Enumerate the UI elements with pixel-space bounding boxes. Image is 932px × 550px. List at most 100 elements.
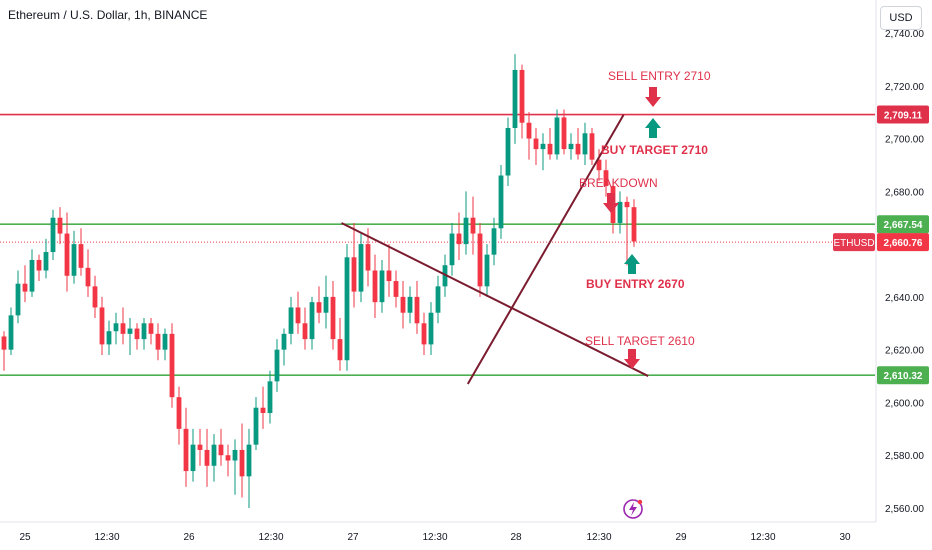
candle-body xyxy=(120,323,126,334)
candle-body xyxy=(169,333,175,398)
candle-body xyxy=(190,444,196,472)
candle-body xyxy=(372,270,378,303)
x-tick-label: 12:30 xyxy=(422,532,447,543)
candle-body xyxy=(71,244,77,276)
x-tick-label: 26 xyxy=(183,532,195,543)
chart-title: Ethereum / U.S. Dollar, 1h, BINANCE xyxy=(8,8,208,22)
candle-body xyxy=(50,217,56,253)
candle-body xyxy=(281,333,287,350)
candle-body xyxy=(512,69,518,128)
candle-body xyxy=(603,170,609,187)
candle-body xyxy=(617,201,623,223)
candle-body xyxy=(15,283,21,316)
y-tick-label: 2,700.00 xyxy=(885,135,924,146)
candle-body xyxy=(232,449,238,461)
ticker-badge-label: ETHUSD xyxy=(833,238,874,249)
candle-body xyxy=(148,323,154,334)
candle-body xyxy=(183,428,189,472)
candle-body xyxy=(358,244,364,292)
candle-body xyxy=(239,449,245,477)
price-tag-resistance xyxy=(877,105,929,124)
x-tick-label: 12:30 xyxy=(258,532,283,543)
candle-body xyxy=(8,315,14,350)
candle-body xyxy=(337,339,343,361)
candle-body xyxy=(421,323,427,345)
currency-button[interactable]: USD xyxy=(880,6,922,30)
candle-body xyxy=(505,128,511,176)
y-tick-label: 2,740.00 xyxy=(885,29,924,40)
x-tick-label: 12:30 xyxy=(750,532,775,543)
candle-body xyxy=(477,233,483,287)
trendline-ascending xyxy=(466,114,625,385)
price-tag-current-label: 2,660.76 xyxy=(884,238,923,249)
price-tag-current xyxy=(877,233,929,252)
candle-body xyxy=(113,323,119,332)
candle-body xyxy=(463,217,469,245)
y-tick-label: 2,600.00 xyxy=(885,398,924,409)
price-tag-support-upper xyxy=(877,215,929,234)
candle-body xyxy=(386,270,392,282)
x-tick-label: 28 xyxy=(510,532,522,543)
candle-body xyxy=(582,133,588,155)
candle-body xyxy=(99,307,105,345)
lightning-icon[interactable] xyxy=(623,499,643,519)
candle-body xyxy=(365,244,371,271)
candle-body xyxy=(456,233,462,245)
candle-body xyxy=(288,307,294,334)
annotation-breakdown: BREAKDOWN xyxy=(579,176,658,190)
candle-body xyxy=(43,252,49,271)
candle-body xyxy=(547,143,553,155)
candle-body xyxy=(274,349,280,382)
sell-target-arrow-icon xyxy=(624,349,640,369)
y-tick-label: 2,560.00 xyxy=(885,504,924,515)
candle-body xyxy=(246,444,252,477)
lightning-icon-bolt xyxy=(629,502,637,516)
candle-body xyxy=(197,444,203,450)
candle-body xyxy=(449,233,455,266)
annotation-sell-target: SELL TARGET 2610 xyxy=(585,334,695,348)
candle-body xyxy=(176,397,182,429)
candle-body xyxy=(519,69,525,123)
candle-body xyxy=(316,302,322,313)
lightning-icon-ring xyxy=(623,499,643,519)
y-tick-label: 2,580.00 xyxy=(885,451,924,462)
price-tag-support-lower xyxy=(877,366,929,385)
candle-body xyxy=(211,444,217,466)
candle-body xyxy=(596,159,602,171)
candle-body xyxy=(253,407,259,445)
candle-body xyxy=(267,381,273,413)
price-tag-support-lower-label: 2,610.32 xyxy=(884,371,923,382)
sell-entry-arrow-icon xyxy=(645,87,661,107)
y-tick-label: 2,720.00 xyxy=(885,82,924,93)
candle-body xyxy=(204,449,210,466)
candle-body xyxy=(491,228,497,255)
x-tick-label: 29 xyxy=(675,532,687,543)
x-tick-label: 12:30 xyxy=(586,532,611,543)
candle-body xyxy=(498,175,504,229)
candle-body xyxy=(106,331,112,345)
y-tick-label: 2,640.00 xyxy=(885,293,924,304)
candle-body xyxy=(1,336,7,350)
candle-body xyxy=(295,307,301,324)
candle-body xyxy=(36,259,42,271)
candle-body xyxy=(127,328,133,334)
candle-body xyxy=(414,296,420,324)
candle-body xyxy=(428,312,434,345)
x-tick-label: 25 xyxy=(19,532,31,543)
annotation-buy-entry: BUY ENTRY 2670 xyxy=(586,277,685,291)
candle-body xyxy=(442,265,448,287)
candle-body xyxy=(85,267,91,287)
buy-target-arrow-icon xyxy=(645,118,661,138)
candle-body xyxy=(155,333,161,350)
lightning-icon-dot xyxy=(637,499,643,505)
x-tick-label: 27 xyxy=(347,532,359,543)
candle-body xyxy=(624,201,630,208)
candle-body xyxy=(400,296,406,313)
candle-body xyxy=(225,455,231,461)
breakdown-arrow-icon xyxy=(603,193,619,213)
ticker-badge xyxy=(833,233,875,252)
x-tick-label: 12:30 xyxy=(94,532,119,543)
candle-body xyxy=(561,117,567,150)
